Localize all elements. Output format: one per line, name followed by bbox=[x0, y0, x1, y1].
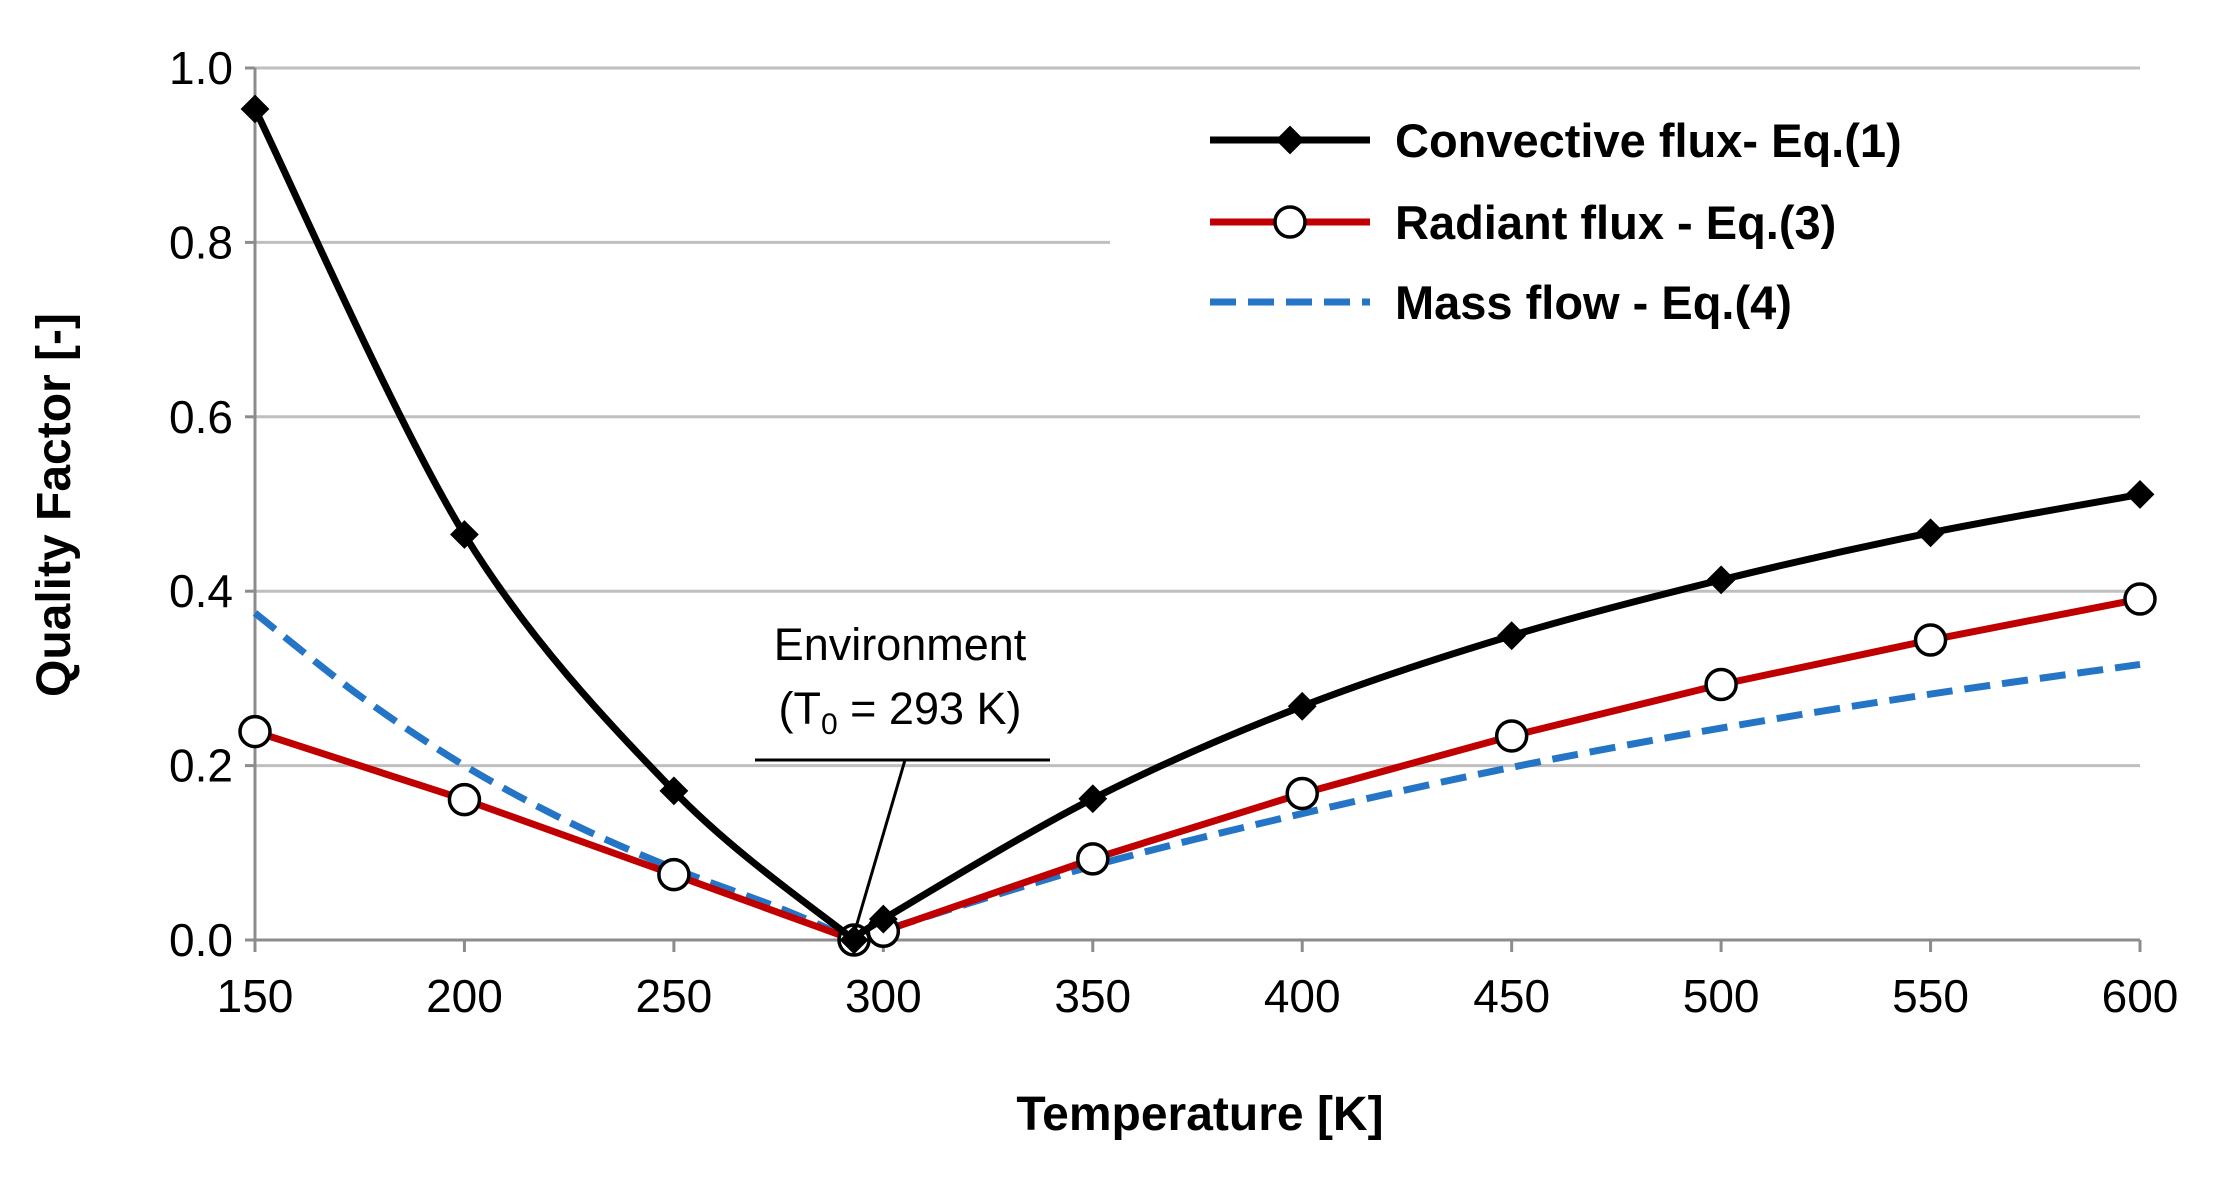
series-0 bbox=[240, 94, 2155, 955]
series-1 bbox=[238, 582, 2157, 957]
annotation-pointer bbox=[852, 759, 907, 935]
legend-label: Convective flux- Eq.(1) bbox=[1395, 114, 1902, 167]
x-tick-label: 150 bbox=[217, 970, 294, 1022]
x-axis-title: Temperature [K] bbox=[1016, 1088, 1383, 1141]
y-tick-label: 0.0 bbox=[169, 914, 233, 966]
data-point-diamond bbox=[240, 94, 270, 124]
data-point-diamond bbox=[2125, 479, 2155, 509]
data-point-diamond bbox=[839, 925, 869, 955]
data-point-circle bbox=[1913, 623, 1948, 657]
data-point-circle bbox=[1285, 776, 1319, 811]
data-point-circle bbox=[447, 782, 482, 817]
y-axis-title: Quality Factor [-] bbox=[28, 313, 81, 697]
x-tick-label: 550 bbox=[1892, 970, 1969, 1022]
legend-label: Radiant flux - Eq.(3) bbox=[1395, 196, 1836, 249]
data-point-circle bbox=[1704, 667, 1738, 702]
data-point-circle bbox=[2123, 582, 2157, 616]
y-tick-label: 0.6 bbox=[169, 391, 233, 443]
data-point-diamond bbox=[659, 776, 689, 806]
data-point-circle bbox=[657, 857, 691, 892]
x-tick-label: 350 bbox=[1054, 970, 1131, 1022]
x-tick-label: 400 bbox=[1264, 970, 1341, 1022]
data-point-diamond bbox=[1287, 691, 1317, 721]
series-line bbox=[251, 107, 2141, 943]
x-tick-label: 600 bbox=[2102, 970, 2179, 1022]
x-tick-label: 250 bbox=[636, 970, 713, 1022]
data-point-diamond bbox=[1497, 621, 1527, 651]
series bbox=[238, 94, 2157, 957]
data-point-circle bbox=[1494, 719, 1529, 753]
x-tick-label: 450 bbox=[1473, 970, 1550, 1022]
data-point-diamond bbox=[868, 904, 898, 934]
annotation-line2-suffix: = 293 K) bbox=[838, 683, 1022, 734]
legend: Convective flux- Eq.(1) Radiant flux - Eq… bbox=[1110, 100, 2160, 340]
y-tick-label: 1.0 bbox=[169, 42, 233, 94]
data-point-circle bbox=[1273, 205, 1307, 239]
data-point-diamond bbox=[450, 520, 479, 549]
data-point-diamond bbox=[1706, 565, 1736, 595]
y-tick-label: 0.8 bbox=[169, 216, 233, 268]
environment-annotation: Environment (T0 = 293 K) bbox=[755, 619, 1050, 935]
data-point-circle bbox=[238, 714, 272, 749]
x-tick-label: 500 bbox=[1683, 970, 1760, 1022]
legend-label: Mass flow - Eq.(4) bbox=[1395, 276, 1792, 329]
x-tick-label: 300 bbox=[845, 970, 922, 1022]
data-point-diamond bbox=[1078, 784, 1108, 814]
y-tick-label: 0.4 bbox=[169, 565, 233, 617]
data-point-diamond bbox=[1275, 125, 1305, 155]
tick-labels: 0.0 0.2 0.4 0.6 0.8 1.0 150 200 250 300 350 400 450 5… bbox=[169, 42, 2178, 1022]
annotation-line1: Environment bbox=[774, 619, 1027, 670]
annotation-line2-subscript: 0 bbox=[821, 708, 838, 741]
annotation-line2-prefix: (T bbox=[778, 683, 820, 734]
data-point-circle bbox=[1076, 842, 1110, 876]
annotation-line2: (T0 = 293 K) bbox=[778, 683, 1021, 741]
x-tick-label: 200 bbox=[426, 970, 503, 1022]
y-tick-label: 0.2 bbox=[169, 740, 233, 792]
axes bbox=[245, 66, 2142, 952]
data-point-diamond bbox=[1916, 518, 1945, 548]
